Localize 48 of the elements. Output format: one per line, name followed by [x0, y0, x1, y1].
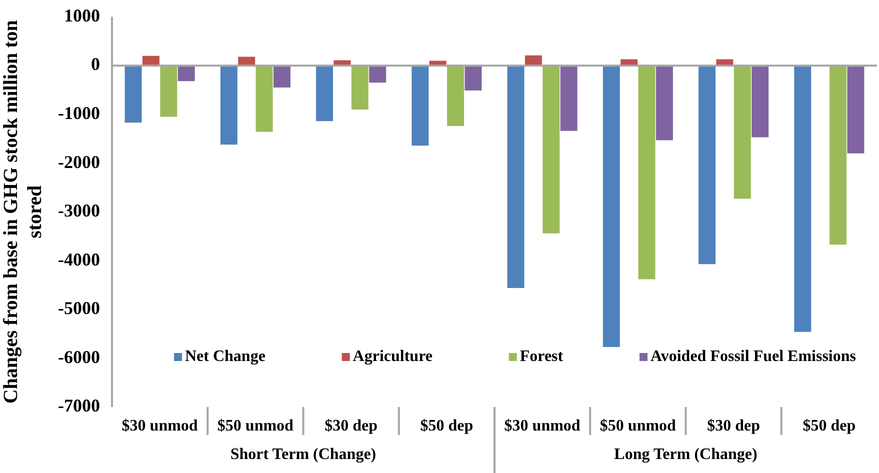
y-axis-title: Changes from base in GHG stock million ton stored [0, 20, 46, 404]
bar [752, 66, 769, 138]
x-tick-label: $50 dep [420, 418, 474, 435]
y-tick-label: -6000 [58, 346, 100, 367]
bar [220, 66, 238, 145]
bar [178, 66, 195, 82]
bar [412, 66, 429, 146]
legend-label: Net Change [184, 348, 266, 366]
bar [464, 66, 482, 90]
bar [542, 66, 560, 234]
text: Short Term (Change) [230, 446, 376, 464]
x-tick-label: $50 unmod [600, 418, 676, 435]
y-tick-label: -4000 [58, 249, 100, 270]
bar [447, 66, 464, 126]
y-tick-label: -1000 [58, 103, 100, 124]
text: Long Term (Change) [614, 446, 758, 464]
bar [160, 66, 178, 117]
bar [273, 66, 290, 88]
x-tick-label: $30 dep [324, 418, 378, 435]
y-tick-label: 1000 [64, 5, 100, 26]
y-tick-label: -2000 [58, 152, 100, 172]
legend-label: Agriculture [352, 348, 432, 366]
bar [656, 66, 673, 140]
legend-label: Forest [520, 348, 564, 366]
y-tick-label: -5000 [58, 298, 100, 318]
bar [734, 66, 751, 199]
bar [256, 66, 273, 132]
bar [602, 66, 620, 348]
bar [638, 66, 656, 280]
bar [560, 66, 578, 131]
x-tick-label: $30 dep [707, 418, 760, 435]
y-tick-label: 0 [90, 54, 100, 74]
y-tick-label: -7000 [58, 396, 100, 416]
x-tick-label: $50 dep [802, 418, 856, 435]
bar [351, 66, 368, 110]
x-tick-label: $30 unmod [122, 418, 198, 435]
y-tick-label: -3000 [58, 200, 100, 221]
x-tick-label: $50 unmod [217, 418, 294, 435]
bar [369, 66, 386, 83]
bar [847, 66, 864, 154]
bar [124, 66, 142, 123]
bar [507, 66, 524, 288]
bar [316, 66, 334, 122]
legend-label: Avoided Fossil Fuel Emissions [650, 348, 856, 366]
x-tick-label: $30 unmod [504, 418, 580, 435]
bar [794, 66, 812, 332]
bar [698, 66, 716, 264]
bar [830, 66, 847, 245]
